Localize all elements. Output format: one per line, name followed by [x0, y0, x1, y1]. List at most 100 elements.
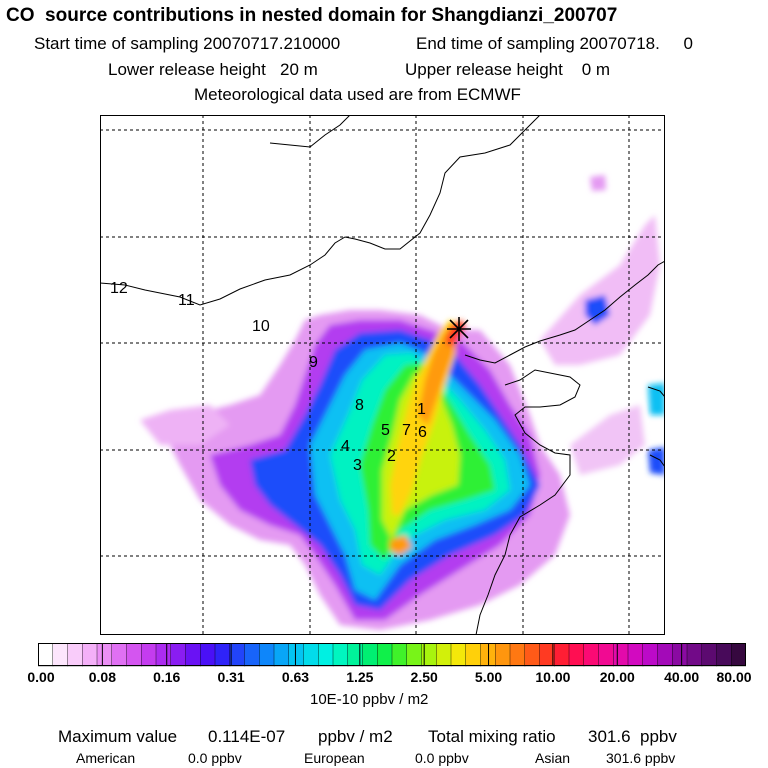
colorbar-cell — [583, 643, 600, 667]
colorbar-tick-label: 0.00 — [27, 669, 55, 685]
region-american-name: American — [76, 750, 136, 766]
region-american-value: 0.0 ppbv — [188, 750, 242, 766]
coastline-bay — [464, 260, 665, 364]
start-time-label: Start time of sampling 20070717.210000 — [34, 34, 341, 53]
colorbar-cells — [38, 643, 746, 667]
trajectory-label: 1 — [417, 401, 426, 418]
trajectory-label: 7 — [402, 422, 411, 439]
colorbar-tick-label: 0.31 — [217, 669, 245, 685]
field-patch-top — [590, 175, 606, 191]
colorbar-cell — [288, 643, 305, 667]
colorbar-cell — [362, 643, 378, 667]
colorbar-cell — [38, 643, 54, 667]
colorbar-tick-label: 1.25 — [346, 669, 374, 685]
colorbar-tick-label: 0.08 — [88, 669, 116, 685]
trajectory-label: 11 — [178, 292, 195, 309]
field-level-low-south — [570, 405, 645, 475]
colorbar-tick-label: 10.00 — [535, 669, 571, 685]
total-mixing-ratio-label: Total mixing ratio — [428, 727, 556, 746]
trajectory-label: 5 — [381, 422, 390, 439]
colorbar-cell — [347, 643, 364, 667]
colorbar-cell — [303, 643, 319, 667]
page-title: CO source contributions in nested domain… — [6, 5, 618, 26]
field-level-low-northwest — [140, 405, 230, 445]
trajectory-label: 2 — [387, 448, 396, 465]
colorbar-cell — [716, 643, 732, 667]
colorbar-major-ticks — [101, 643, 683, 666]
colorbar-cell — [568, 643, 585, 667]
colorbar-cell — [672, 643, 688, 667]
meteorological-data-label: Meteorological data used are from ECMWF — [194, 85, 521, 104]
trajectory-label: 4 — [341, 438, 350, 455]
map-frame — [100, 115, 665, 635]
coastline-west — [269, 115, 351, 148]
colorbar-cell — [273, 643, 290, 667]
colorbar-cell — [377, 643, 393, 667]
total-mixing-ratio-unit: ppbv — [640, 727, 677, 746]
trajectory-label: 10 — [252, 318, 270, 335]
colorbar-cell — [465, 643, 482, 667]
colorbar-tick-label: 0.63 — [281, 669, 310, 685]
region-asian-name: Asian — [535, 750, 571, 766]
colorbar-cell — [627, 643, 644, 667]
colorbar-cell — [450, 643, 467, 667]
max-value-unit: ppbv / m2 — [318, 727, 393, 746]
colorbar-cell — [509, 643, 526, 667]
colorbar-cell — [642, 643, 659, 667]
colorbar-cell — [170, 643, 187, 667]
coastline-north — [100, 115, 541, 306]
colorbar-tick-label: 80.00 — [716, 669, 752, 685]
coastlines — [100, 115, 665, 635]
lower-release-height-label: Lower release height 20 m — [108, 60, 318, 79]
colorbar-cell — [214, 643, 231, 667]
colorbar-cell — [554, 643, 570, 667]
colorbar-cell — [391, 643, 408, 667]
colorbar-cell — [495, 643, 511, 667]
total-mixing-ratio-value: 301.6 — [588, 727, 631, 746]
coastline-east — [647, 386, 665, 468]
concentration-field — [140, 175, 665, 630]
colorbar-cell — [141, 643, 157, 667]
colorbar-cell — [111, 643, 128, 667]
colorbar-cell — [52, 643, 69, 667]
colorbar — [38, 643, 746, 667]
max-value-label: Maximum value — [58, 727, 178, 746]
colorbar-cell — [126, 643, 142, 667]
colorbar-tick-label: 5.00 — [474, 669, 503, 685]
colorbar-cell — [259, 643, 275, 667]
colorbar-cell — [155, 643, 172, 667]
field-patch-northeast — [585, 295, 610, 325]
region-asian-value: 301.6 ppbv — [606, 750, 676, 766]
colorbar-cell — [82, 643, 98, 667]
station-asterisk-icon — [447, 317, 471, 341]
colorbar-unit: 10E-10 ppbv / m2 — [310, 691, 429, 708]
colorbar-cell — [96, 643, 113, 667]
colorbar-cell — [686, 643, 703, 667]
field-patch-east2 — [648, 447, 665, 475]
trajectory-label: 8 — [355, 397, 364, 414]
trajectory-label: 9 — [309, 354, 318, 371]
colorbar-cell — [406, 643, 423, 667]
upper-release-height-label: Upper release height 0 m — [405, 60, 611, 79]
colorbar-cell — [731, 643, 746, 667]
map-panel: 12 11 10 9 8 1 5 7 6 4 2 3 — [100, 115, 665, 635]
field-level-low-east — [540, 215, 660, 365]
region-european-name: European — [304, 750, 365, 766]
colorbar-cell — [701, 643, 718, 667]
trajectory-label: 3 — [353, 457, 362, 474]
colorbar-cell — [539, 643, 555, 667]
colorbar-tick-label: 0.16 — [153, 669, 181, 685]
colorbar-frame — [38, 643, 746, 666]
colorbar-tick-label: 20.00 — [599, 669, 635, 685]
end-time-label: End time of sampling 20070718. 0 — [416, 34, 693, 53]
colorbar-cell — [185, 643, 201, 667]
region-european-value: 0.0 ppbv — [415, 750, 469, 766]
colorbar-cell — [332, 643, 349, 667]
colorbar-cell — [598, 643, 614, 667]
graticule — [100, 115, 665, 635]
colorbar-cell — [524, 643, 541, 667]
colorbar-cell — [229, 643, 246, 667]
colorbar-cell — [613, 643, 629, 667]
colorbar-cell — [200, 643, 216, 667]
source-contribution-map: 12 11 10 9 8 1 5 7 6 4 2 3 — [100, 115, 665, 635]
